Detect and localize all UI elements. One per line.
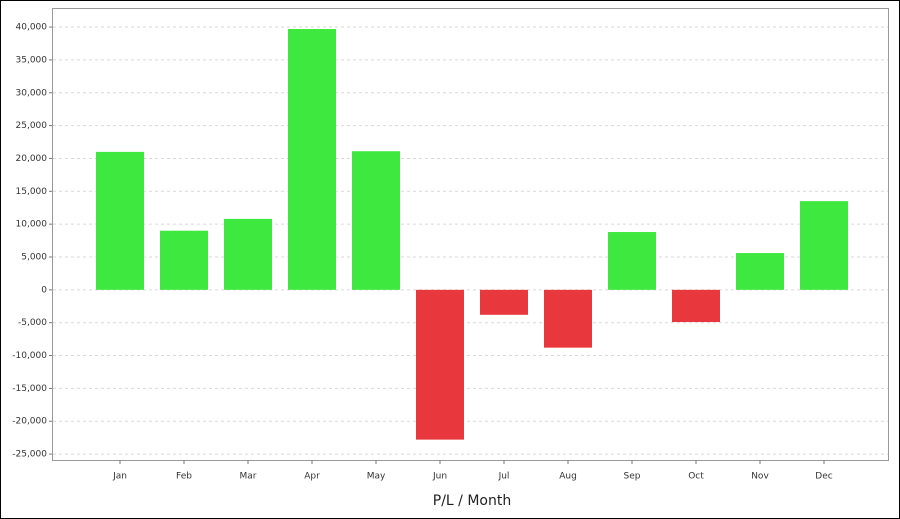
x-tick-label: Sep bbox=[624, 472, 641, 482]
bar bbox=[544, 289, 592, 348]
x-tick-label: Jan bbox=[112, 472, 127, 482]
bar bbox=[736, 253, 784, 290]
y-tick-label: -10,000 bbox=[12, 351, 47, 361]
bar bbox=[96, 151, 144, 290]
x-tick-label: May bbox=[367, 472, 386, 482]
bar bbox=[800, 201, 848, 290]
y-tick-label: 5,000 bbox=[21, 252, 47, 262]
bar bbox=[416, 289, 464, 440]
x-tick-label: Apr bbox=[304, 472, 320, 482]
x-tick-label: Nov bbox=[751, 472, 769, 482]
x-axis-label: P/L / Month bbox=[433, 493, 511, 509]
y-tick-label: -15,000 bbox=[12, 384, 47, 394]
bar bbox=[608, 232, 656, 290]
x-tick-label: Dec bbox=[815, 472, 832, 482]
y-tick-label: 25,000 bbox=[16, 121, 48, 131]
bar bbox=[352, 151, 400, 290]
x-tick-label: Jul bbox=[498, 472, 510, 482]
y-tick-label: 20,000 bbox=[16, 154, 48, 164]
y-tick-label: 40,000 bbox=[16, 23, 48, 33]
y-tick-label: -20,000 bbox=[12, 417, 47, 427]
y-tick-label: 30,000 bbox=[16, 88, 48, 98]
bar bbox=[224, 218, 272, 290]
x-tick-label: Feb bbox=[176, 472, 192, 482]
y-tick-label: -5,000 bbox=[18, 318, 47, 328]
y-tick-label: 15,000 bbox=[16, 187, 48, 197]
bar bbox=[288, 29, 336, 290]
x-tick-label: Oct bbox=[688, 472, 704, 482]
y-tick-label: 35,000 bbox=[16, 55, 48, 65]
y-tick-label: 10,000 bbox=[16, 220, 48, 230]
x-tick-label: Mar bbox=[240, 472, 257, 482]
x-tick-label: Jun bbox=[432, 472, 447, 482]
y-tick-label: 0 bbox=[41, 285, 47, 295]
y-tick-label: -25,000 bbox=[12, 450, 47, 460]
bar bbox=[480, 289, 528, 315]
bar bbox=[160, 230, 208, 290]
x-tick-label: Aug bbox=[559, 472, 577, 482]
bar bbox=[672, 289, 720, 323]
